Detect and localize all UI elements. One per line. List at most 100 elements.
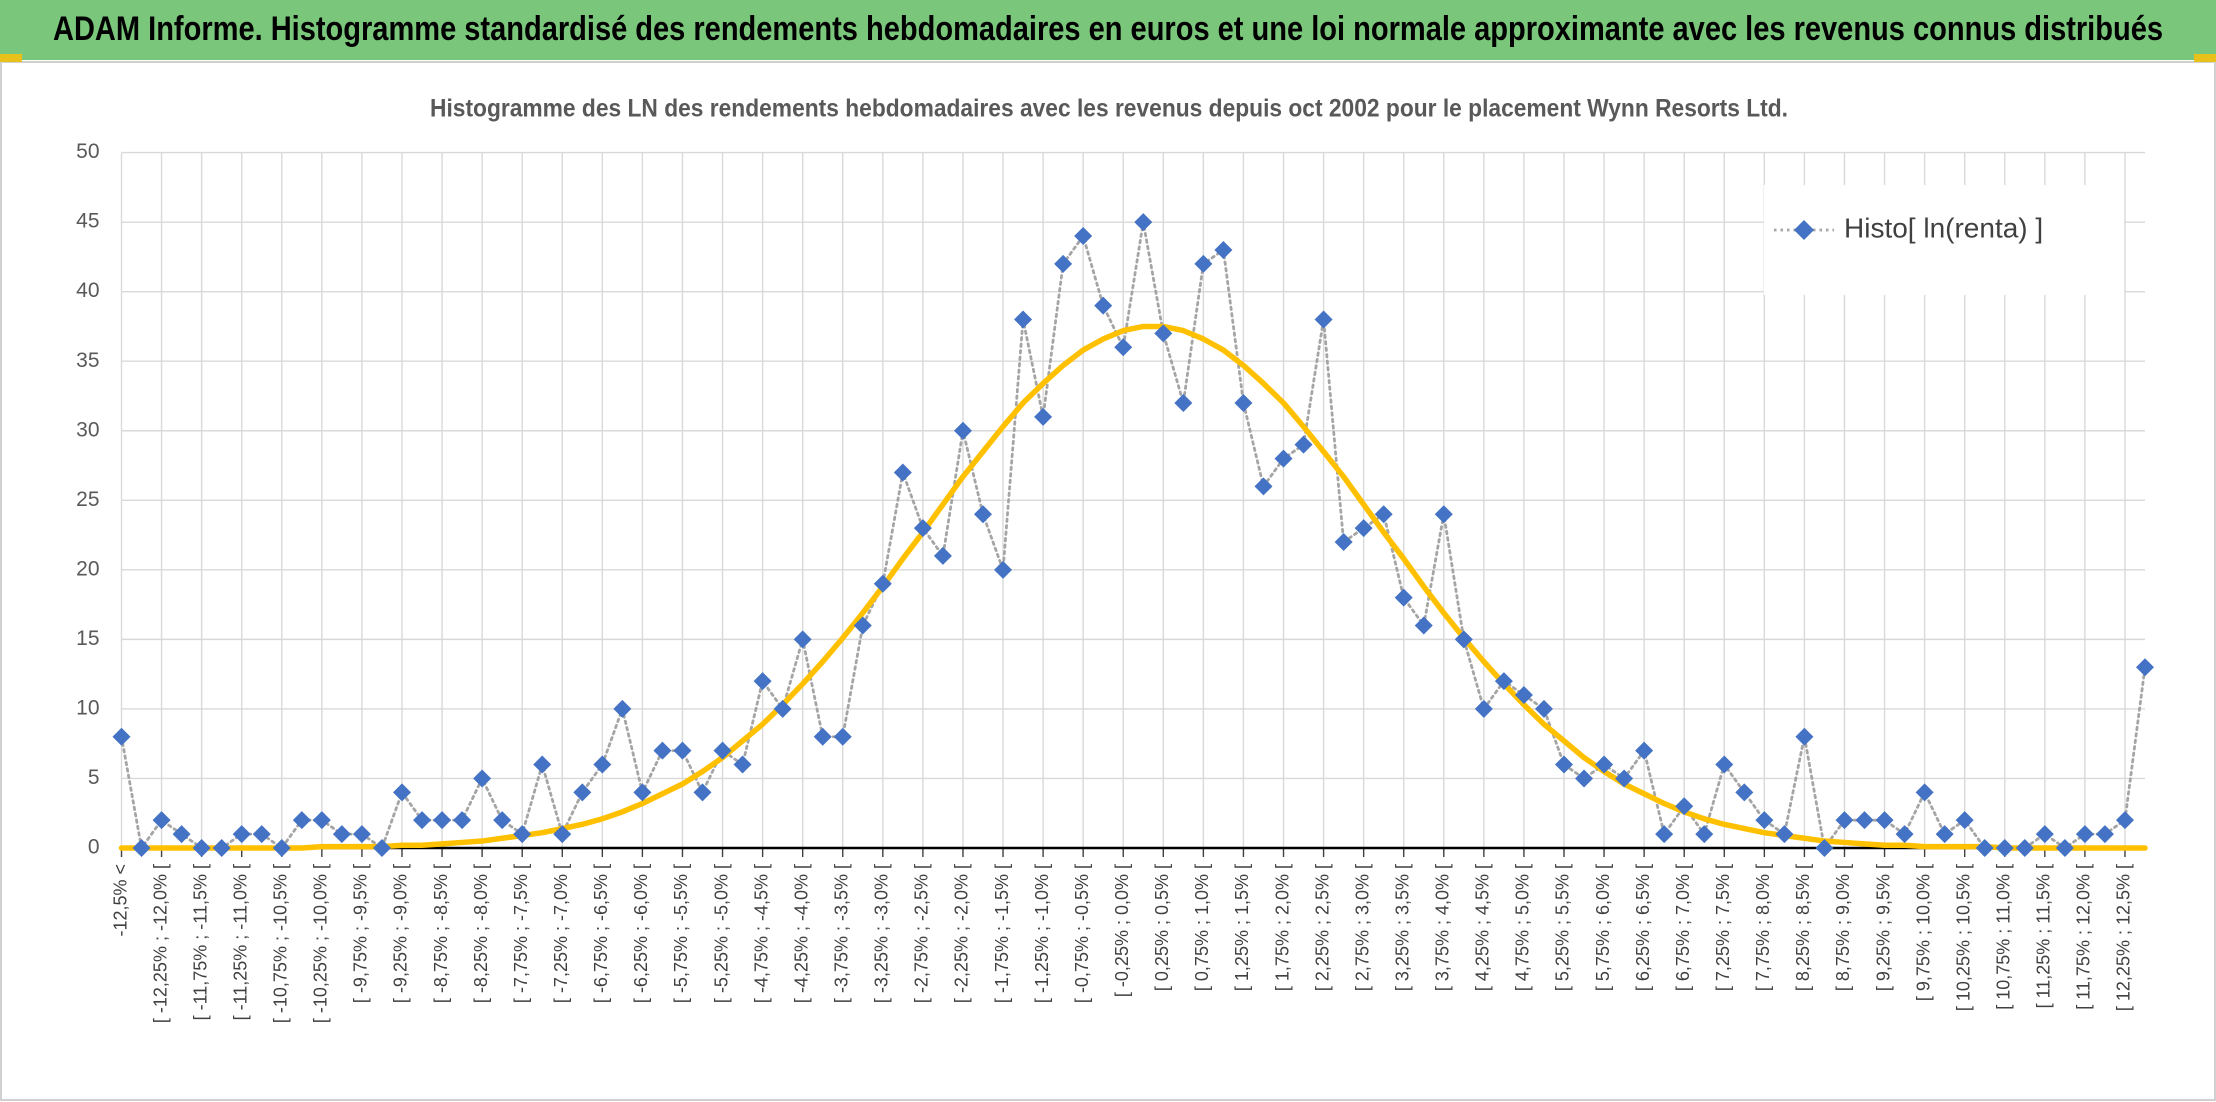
data-point bbox=[292, 811, 311, 830]
data-point bbox=[673, 741, 692, 760]
data-point bbox=[1755, 811, 1774, 830]
x-tick-label: [ -9,75% ; -9,5% [ bbox=[351, 864, 371, 1003]
x-tick-label: [ -8,25% ; -8,0% [ bbox=[471, 864, 491, 1003]
data-point bbox=[192, 839, 211, 857]
data-point bbox=[172, 825, 191, 844]
data-point bbox=[773, 699, 792, 718]
data-point bbox=[893, 463, 912, 482]
legend-marker bbox=[1794, 220, 1814, 240]
data-point bbox=[973, 505, 992, 524]
x-tick-label: [ -7,25% ; -7,0% [ bbox=[551, 864, 571, 1003]
header-corner bbox=[0, 54, 22, 62]
data-point bbox=[1194, 254, 1213, 273]
x-tick-label: [ 1,75% ; 2,0% [ bbox=[1272, 864, 1292, 991]
y-tick-label: 40 bbox=[76, 279, 99, 302]
data-point bbox=[813, 727, 832, 746]
data-point bbox=[713, 741, 732, 760]
x-tick-label: [ -10,75% ; -10,5% [ bbox=[271, 864, 291, 1023]
data-point bbox=[1615, 769, 1634, 788]
data-point bbox=[693, 783, 712, 802]
x-tick-label: [ 10,25% ; 10,5% [ bbox=[1953, 864, 1973, 1011]
x-tick-label: [ 1,25% ; 1,5% [ bbox=[1232, 864, 1252, 991]
data-point bbox=[152, 811, 171, 830]
data-point bbox=[272, 839, 291, 857]
data-point bbox=[913, 519, 932, 538]
data-point bbox=[1074, 227, 1093, 246]
data-point bbox=[553, 825, 572, 844]
data-point bbox=[994, 560, 1013, 579]
x-tick-label: [ 8,25% ; 8,5% [ bbox=[1793, 864, 1813, 991]
data-point bbox=[1595, 755, 1614, 774]
data-point bbox=[1014, 310, 1033, 329]
data-point bbox=[1715, 755, 1734, 774]
x-tick-label: [ 6,25% ; 6,5% [ bbox=[1633, 864, 1653, 991]
data-point bbox=[392, 783, 411, 802]
data-point bbox=[473, 769, 492, 788]
y-tick-label: 0 bbox=[88, 836, 100, 859]
data-point bbox=[933, 546, 952, 565]
data-point bbox=[1054, 254, 1073, 273]
data-point bbox=[1554, 755, 1573, 774]
x-tick-label: [ 3,25% ; 3,5% [ bbox=[1392, 864, 1412, 991]
x-tick-label: [ -11,25% ; -11,0% [ bbox=[230, 864, 250, 1020]
normal-curve bbox=[118, 323, 2148, 851]
data-point bbox=[1154, 324, 1173, 343]
data-point bbox=[1174, 393, 1193, 412]
x-tick-label: [ -7,75% ; -7,5% [ bbox=[511, 864, 531, 1003]
data-point bbox=[2095, 825, 2114, 844]
data-point bbox=[1494, 672, 1513, 691]
data-point bbox=[853, 616, 872, 635]
data-point bbox=[1855, 811, 1874, 830]
x-tick-label: [ 0,25% ; 0,5% [ bbox=[1152, 864, 1172, 991]
x-tick-label: [ -0,25% ; 0,0% [ bbox=[1112, 864, 1132, 997]
chart-frame bbox=[0, 61, 2216, 1101]
data-point bbox=[1635, 741, 1654, 760]
y-tick-label: 30 bbox=[76, 418, 99, 441]
data-point bbox=[1695, 825, 1714, 844]
data-point bbox=[1294, 435, 1313, 454]
x-tick-label: [ 0,75% ; 1,0% [ bbox=[1192, 864, 1212, 991]
data-point bbox=[212, 839, 231, 857]
data-point bbox=[1234, 393, 1253, 412]
data-point bbox=[433, 811, 452, 830]
x-tick-label: [ 8,75% ; 9,0% [ bbox=[1833, 864, 1853, 991]
data-point bbox=[1114, 338, 1133, 357]
x-tick-label: [ -2,25% ; -2,0% [ bbox=[952, 864, 972, 1003]
x-tick-label: [ -1,75% ; -1,5% [ bbox=[992, 864, 1012, 1003]
x-tick-label: [ 2,75% ; 3,0% [ bbox=[1352, 864, 1372, 991]
data-point bbox=[2115, 811, 2134, 830]
data-point bbox=[2136, 658, 2154, 677]
x-tick-label: -12,5% < bbox=[110, 864, 130, 937]
x-tick-label: [ 3,75% ; 4,0% [ bbox=[1433, 864, 1453, 991]
data-point bbox=[132, 839, 151, 857]
data-point bbox=[1655, 825, 1674, 844]
x-tick-label: [ -0,75% ; -0,5% [ bbox=[1072, 864, 1092, 1003]
data-point bbox=[1795, 727, 1814, 746]
data-point bbox=[1514, 686, 1533, 705]
data-point bbox=[1334, 533, 1353, 552]
legend-label: Histo[ ln(renta) ] bbox=[1844, 212, 2043, 243]
data-point bbox=[513, 825, 532, 844]
data-point bbox=[1955, 811, 1974, 830]
data-point bbox=[372, 839, 391, 857]
data-point bbox=[2075, 825, 2094, 844]
x-tick-label: [ -2,75% ; -2,5% [ bbox=[912, 864, 932, 1003]
data-point bbox=[593, 755, 612, 774]
data-point bbox=[1374, 505, 1393, 524]
data-point bbox=[332, 825, 351, 844]
x-tick-label: [ 9,75% ; 10,0% [ bbox=[1913, 864, 1933, 1001]
x-tick-label: [ 4,75% ; 5,0% [ bbox=[1513, 864, 1533, 991]
x-tick-label: [ 5,25% ; 5,5% [ bbox=[1553, 864, 1573, 991]
data-point bbox=[1995, 839, 2014, 857]
data-point bbox=[413, 811, 432, 830]
data-point bbox=[1915, 783, 1934, 802]
x-tick-label: [ 7,25% ; 7,5% [ bbox=[1713, 864, 1733, 991]
x-tick-label: [ -5,25% ; -5,0% [ bbox=[711, 864, 731, 1003]
data-point bbox=[1775, 825, 1794, 844]
x-tick-label: [ -11,75% ; -11,5% [ bbox=[190, 864, 210, 1020]
y-tick-label: 45 bbox=[76, 210, 99, 233]
x-tick-label: [ -9,25% ; -9,0% [ bbox=[391, 864, 411, 1003]
data-point bbox=[112, 727, 131, 746]
x-tick-label: [ -6,25% ; -6,0% [ bbox=[631, 864, 651, 1003]
y-tick-label: 20 bbox=[76, 557, 99, 580]
